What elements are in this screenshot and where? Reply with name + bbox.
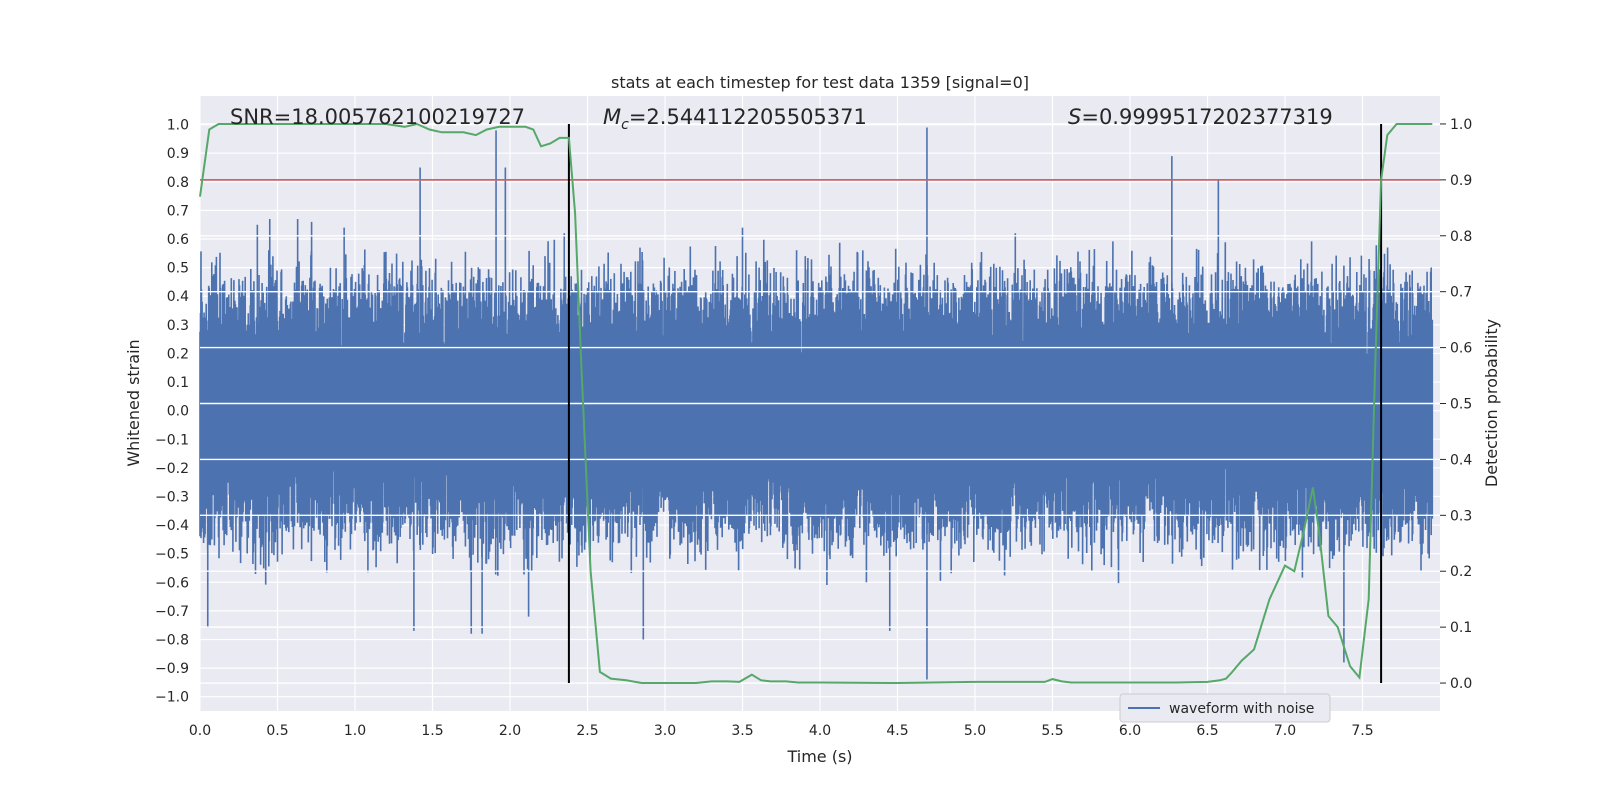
- snr-annotation: SNR=18.005762100219727: [230, 105, 525, 129]
- x-tick-label: 0.5: [266, 723, 288, 739]
- vertical-markers: [567, 123, 1383, 684]
- y-tick-label: −0.4: [155, 518, 189, 534]
- y2-tick-label: 0.1: [1450, 620, 1472, 636]
- y-tick-label: −0.9: [155, 661, 189, 677]
- s-symbol: S: [1068, 105, 1081, 129]
- y2-tick-label: 0.5: [1450, 397, 1472, 413]
- x-tick-label: 5.0: [964, 723, 986, 739]
- x-tick-label: 7.5: [1351, 723, 1373, 739]
- y-tick-label: 0.6: [167, 232, 189, 248]
- y-tick-label: −1.0: [155, 690, 189, 706]
- x-tick-label: 3.0: [654, 723, 676, 739]
- y2-tick-label: 1.0: [1450, 117, 1472, 133]
- chirp-mass-subscript: c: [621, 117, 629, 133]
- y2-tick-label: 0.9: [1450, 173, 1472, 189]
- x-tick-label: 4.5: [886, 723, 908, 739]
- y-tick-label: 0.9: [167, 146, 189, 162]
- probability-series: [199, 122, 1433, 685]
- y-tick-label: −0.5: [155, 547, 189, 563]
- chirp-mass-value: =2.544112205505371: [629, 105, 867, 129]
- chart-title: stats at each timestep for test data 135…: [611, 73, 1029, 92]
- x-tick-label: 2.0: [499, 723, 521, 739]
- s-value: =0.9999517202377319: [1081, 105, 1332, 129]
- y2-tick-label: 0.4: [1450, 452, 1472, 468]
- x-tick-label: 7.0: [1274, 723, 1296, 739]
- legend: waveform with noise: [1119, 693, 1331, 723]
- x-tick-label: 6.5: [1196, 723, 1218, 739]
- y-tick-label: 0.4: [167, 289, 189, 305]
- y-tick-label: 0.7: [167, 203, 189, 219]
- y-tick-label: 0.0: [167, 404, 189, 420]
- y2-axis-label: Detection probability: [1482, 319, 1501, 487]
- y-tick-label: 0.1: [167, 375, 189, 391]
- y2-gridlines: [200, 123, 1440, 684]
- y-tick-labels: 1.0 0.9 0.8 0.7 0.6 0.5 0.4 0.3 0.2 0.1 0.0 −0.1 −0.…: [155, 118, 189, 706]
- y-tick-label: −0.7: [155, 604, 189, 620]
- legend-box: [1119, 693, 1331, 723]
- y-tick-label: 0.2: [167, 346, 189, 362]
- x-tick-label: 6.0: [1119, 723, 1141, 739]
- y2-tick-label: 0.2: [1450, 564, 1472, 580]
- chirp-mass-annotation: Mc=2.544112205505371: [603, 105, 867, 133]
- waveform-line: [199, 239, 1434, 586]
- legend-entry-waveform: waveform with noise: [1169, 701, 1314, 717]
- y2-tick-label: 0.3: [1450, 508, 1472, 524]
- y2-tick-labels: 1.0 0.9 0.8 0.7 0.6 0.5 0.4 0.3 0.2 0.1 0.0: [1440, 117, 1472, 692]
- probability-line: [199, 122, 1433, 685]
- x-tick-label: 2.5: [576, 723, 598, 739]
- x-tick-label: 4.0: [809, 723, 831, 739]
- s-annotation: S=0.9999517202377319: [1068, 105, 1333, 129]
- y-tick-label: 0.8: [167, 175, 189, 191]
- x-tick-label: 1.5: [421, 723, 443, 739]
- x-tick-label: 5.5: [1041, 723, 1063, 739]
- y-axis-label: Whitened strain: [124, 339, 143, 466]
- x-tick-label: 1.0: [344, 723, 366, 739]
- chirp-mass-symbol: M: [603, 105, 621, 129]
- y-tick-label: 0.5: [167, 261, 189, 277]
- x-tick-label: 3.5: [731, 723, 753, 739]
- x-tick-labels: 0.0 0.5 1.0 1.5 2.0 2.5 3.0 3.5 4.0 4.5 5.0 5.5 6.0 6…: [189, 723, 1374, 739]
- y-tick-label: −0.6: [155, 575, 189, 591]
- y2-tick-label: 0.8: [1450, 229, 1472, 245]
- waveform-series: [199, 127, 1434, 680]
- y-tick-label: −0.3: [155, 489, 189, 505]
- y-tick-label: 0.3: [167, 318, 189, 334]
- y2-tick-label: 0.6: [1450, 341, 1472, 357]
- y-tick-label: −0.2: [155, 461, 189, 477]
- y-tick-label: −0.1: [155, 432, 189, 448]
- x-tick-label: 0.0: [189, 723, 211, 739]
- x-axis-label: Time (s): [786, 747, 852, 766]
- y2-tick-label: 0.7: [1450, 285, 1472, 301]
- y2-tick-label: 0.0: [1450, 676, 1472, 692]
- y-tick-label: 1.0: [167, 118, 189, 134]
- y-tick-label: −0.8: [155, 632, 189, 648]
